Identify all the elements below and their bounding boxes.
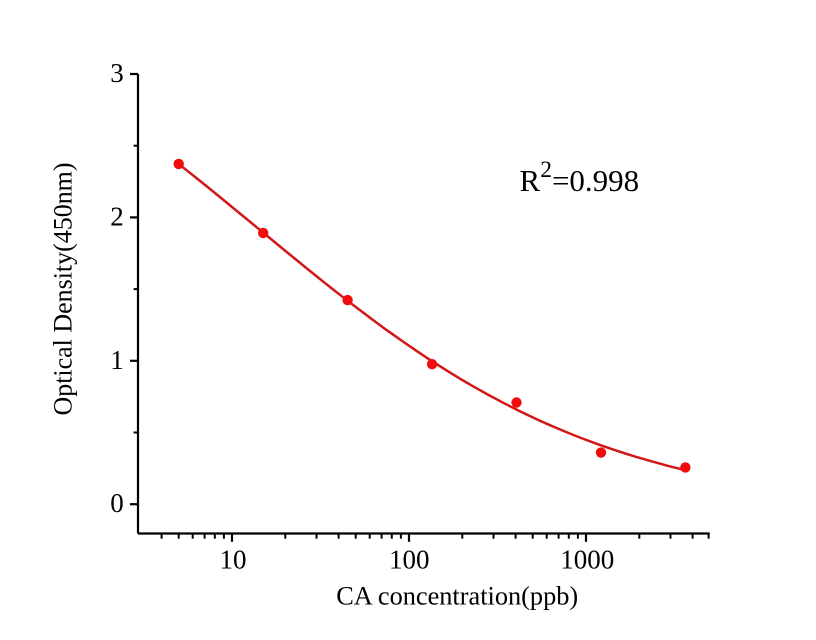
svg-text:CA concentration(ppb): CA concentration(ppb) — [336, 580, 578, 610]
svg-text:Optical Density(450nm): Optical Density(450nm) — [48, 163, 78, 416]
svg-text:100: 100 — [389, 544, 430, 574]
svg-text:10: 10 — [220, 544, 247, 574]
svg-text:1000: 1000 — [560, 544, 614, 574]
svg-text:2: 2 — [110, 201, 124, 231]
svg-text:1: 1 — [110, 345, 124, 375]
svg-text:3: 3 — [110, 58, 124, 88]
svg-text:R2=0.998: R2=0.998 — [520, 157, 640, 198]
svg-text:0: 0 — [110, 488, 124, 518]
